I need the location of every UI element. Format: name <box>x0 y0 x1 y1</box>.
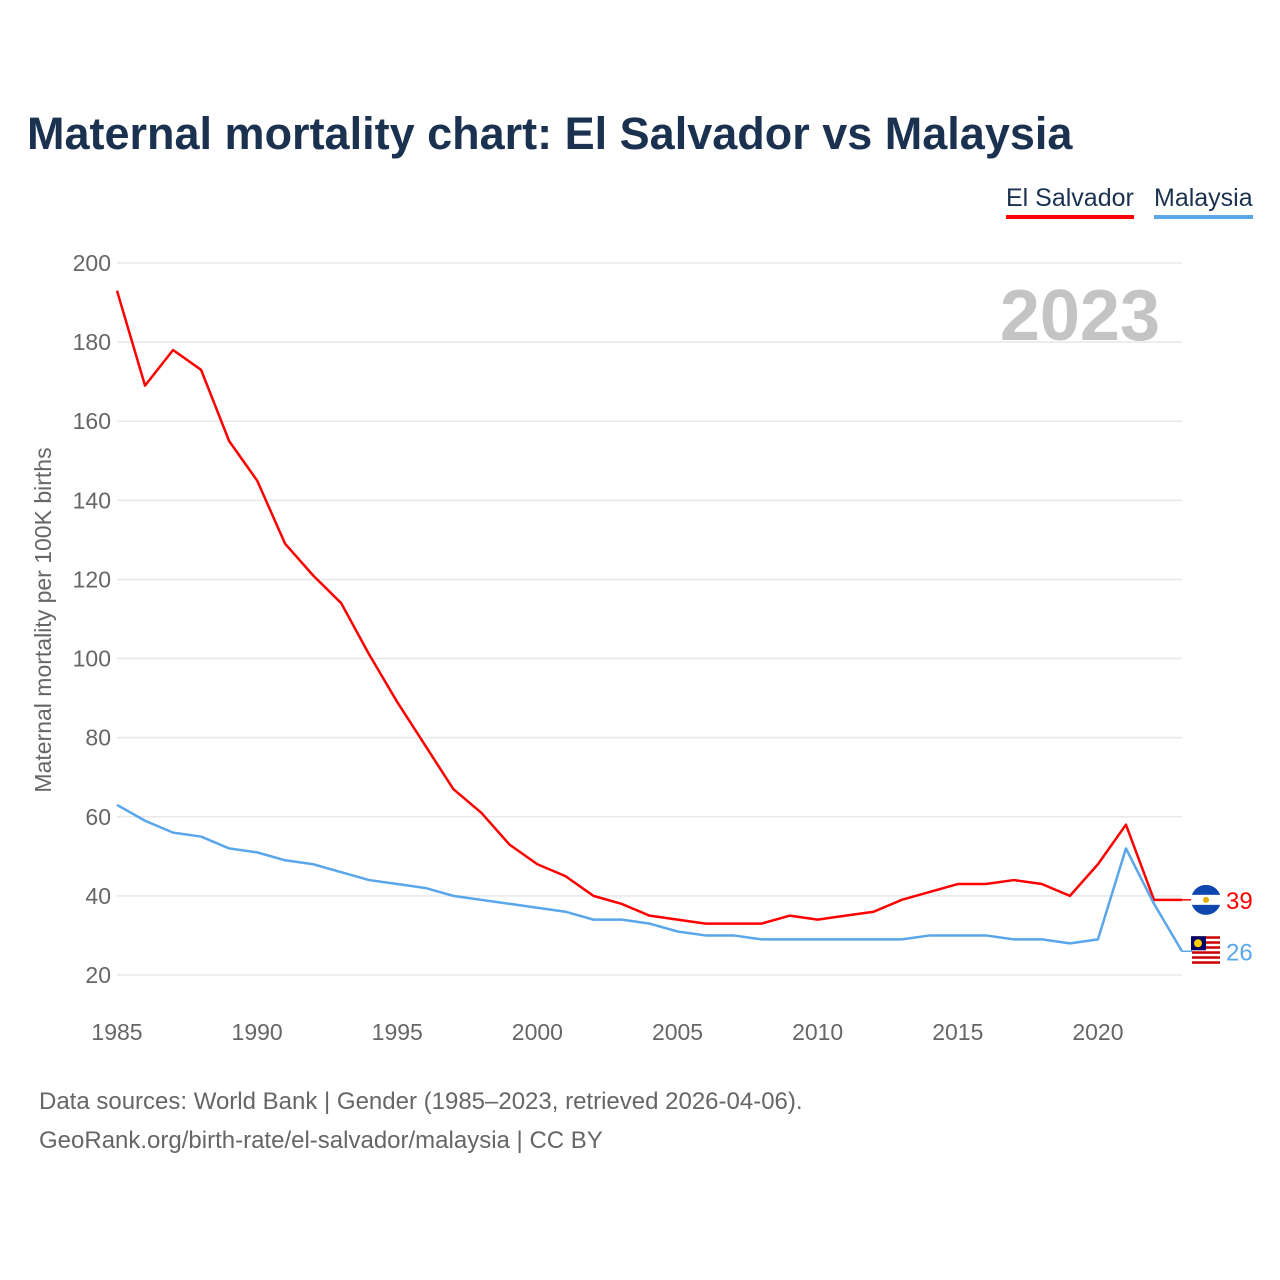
y-tick-label: 140 <box>73 487 111 513</box>
y-axis-label: Maternal mortality per 100K births <box>30 447 56 792</box>
flag-stripe <box>1192 961 1220 964</box>
data-source-note: Data sources: World Bank | Gender (1985–… <box>39 1088 803 1115</box>
y-tick-label: 100 <box>73 646 111 672</box>
end-value-label: 39 <box>1226 888 1253 915</box>
y-tick-label: 180 <box>73 329 111 355</box>
x-tick-label: 2005 <box>652 1019 703 1045</box>
y-tick-label: 80 <box>85 725 111 751</box>
year-watermark: 2023 <box>1000 276 1160 356</box>
y-tick-label: 60 <box>85 804 111 830</box>
series-line-el-salvador <box>115 290 1182 925</box>
end-value-label: 26 <box>1226 939 1253 966</box>
flag-emblem <box>1203 896 1209 903</box>
x-tick-label: 2020 <box>1072 1019 1123 1045</box>
attribution-link[interactable]: GeoRank.org/birth-rate/el-salvador/malay… <box>39 1127 603 1154</box>
y-tick-label: 200 <box>73 250 111 276</box>
y-tick-label: 160 <box>73 408 111 434</box>
x-tick-label: 1995 <box>372 1019 423 1045</box>
x-tick-label: 2015 <box>932 1019 983 1045</box>
flag-stripe <box>1192 956 1220 959</box>
chart-title: Maternal mortality chart: El Salvador vs… <box>27 108 1073 159</box>
y-tick-label: 20 <box>85 962 111 988</box>
x-tick-label: 1985 <box>91 1019 142 1045</box>
legend-malaysia[interactable]: Malaysia <box>1154 184 1253 219</box>
legend-el-salvador[interactable]: El Salvador <box>1006 184 1134 219</box>
x-tick-label: 2010 <box>792 1019 843 1045</box>
flag-stripe <box>1192 951 1220 954</box>
y-tick-label: 40 <box>85 883 111 909</box>
x-tick-label: 2000 <box>512 1019 563 1045</box>
y-tick-label: 120 <box>73 566 111 592</box>
x-tick-label: 1990 <box>232 1019 283 1045</box>
series-line-malaysia <box>116 803 1184 952</box>
flag-crescent <box>1194 939 1202 948</box>
